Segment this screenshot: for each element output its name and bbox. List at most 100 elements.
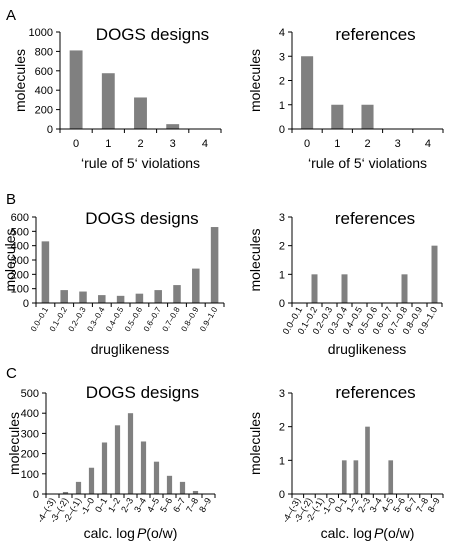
y-axis-label: molecules xyxy=(247,412,263,475)
bar-5 xyxy=(135,293,144,303)
y-tick-label: 3 xyxy=(279,51,285,63)
chart-title: DOGS designs xyxy=(96,25,209,44)
y-tick-label: 0 xyxy=(23,298,29,310)
x-tick-label: 1 xyxy=(105,138,111,150)
bar-6 xyxy=(365,426,370,494)
y-tick-label: 500 xyxy=(21,388,39,400)
y-tick-label: 200 xyxy=(21,449,39,461)
x-axis-label: druglikeness xyxy=(328,341,407,357)
y-tick-label: 300 xyxy=(11,255,29,267)
chart-title: references xyxy=(335,25,415,44)
chart-title: DOGS designs xyxy=(86,383,199,402)
bar-9 xyxy=(210,227,219,303)
y-tick-label: 3 xyxy=(279,388,285,400)
x-axis-label: druglikeness xyxy=(91,341,170,357)
panel-label-b: B xyxy=(6,191,16,208)
bar-8 xyxy=(192,268,200,303)
y-tick-label: 3 xyxy=(279,212,285,224)
bar-1 xyxy=(60,290,68,303)
bar-0 xyxy=(69,50,83,129)
y-axis-label: molecules xyxy=(247,49,263,112)
x-tick-label: 5–6 xyxy=(158,496,174,514)
chart-b-references: referencesmolecules01230.0–0.10.1–0.20.2… xyxy=(247,209,443,357)
bar-4 xyxy=(101,442,108,494)
x-tick-label: 0 xyxy=(304,138,310,150)
y-tick-label: 0 xyxy=(279,489,285,501)
x-tick-label: 0 xyxy=(73,138,79,150)
bar-2 xyxy=(75,481,82,494)
bar-3 xyxy=(98,295,106,303)
bar-7 xyxy=(401,274,408,303)
bar-7 xyxy=(173,285,181,303)
x-axis-label-suffix: (o/w) xyxy=(146,525,177,541)
x-tick-label: 1 xyxy=(334,138,340,150)
x-tick-label: 7–8 xyxy=(184,496,200,514)
bar-9 xyxy=(431,245,438,303)
bar-2 xyxy=(361,104,374,129)
x-tick-label: 3 xyxy=(170,138,176,150)
x-tick-label: 0.9–1.0 xyxy=(198,305,219,333)
x-tick-label: 4 xyxy=(425,138,431,150)
panel-label-c: C xyxy=(6,365,17,382)
bar-2 xyxy=(79,291,87,303)
x-axis-label: ‘rule of 5‘ violations xyxy=(308,155,427,171)
x-axis-label-italic: P xyxy=(137,525,147,541)
bar-3 xyxy=(166,124,180,129)
y-tick-label: 400 xyxy=(21,408,39,420)
x-tick-label: 0–1 xyxy=(93,496,109,514)
bar-3 xyxy=(341,274,348,303)
y-tick-label: 2 xyxy=(279,76,285,88)
x-tick-label: 2–3 xyxy=(119,496,135,514)
bar-0 xyxy=(41,241,50,303)
chart-c-references: referencesmolecules0123-4–(-3)-3–(-2)-2–… xyxy=(247,383,444,541)
chart-title: references xyxy=(335,383,415,402)
x-tick-label: 2 xyxy=(137,138,143,150)
y-tick-label: 4 xyxy=(279,27,285,39)
x-axis-label-suffix: (o/w) xyxy=(383,525,414,541)
bar-8 xyxy=(388,460,394,494)
x-axis-label-part: calc. log xyxy=(84,525,135,541)
y-tick-label: 800 xyxy=(35,46,53,58)
bar-8 xyxy=(153,461,160,494)
y-tick-label: 1 xyxy=(279,455,285,467)
y-tick-label: 200 xyxy=(35,105,53,117)
x-axis-label: calc. log P(o/w) xyxy=(321,525,415,541)
x-tick-label: 8–9 xyxy=(197,496,213,514)
chart-title: references xyxy=(335,209,415,228)
bar-4 xyxy=(341,460,347,494)
y-tick-label: 100 xyxy=(11,284,29,296)
x-tick-label: 3 xyxy=(395,138,401,150)
bar-10 xyxy=(179,481,186,494)
y-tick-label: 2 xyxy=(279,241,285,253)
chart-a-dogs-designs: DOGS designs molecules 0 200 400 600 800 1000 0 1… xyxy=(12,25,222,171)
y-tick-label: 400 xyxy=(35,85,53,97)
x-axis-label: ‘rule of 5‘ violations xyxy=(81,155,200,171)
x-tick-label: 6–7 xyxy=(171,496,187,514)
bar-6 xyxy=(154,290,162,303)
bar-9 xyxy=(166,475,173,494)
x-axis-label-part: calc. log xyxy=(321,525,372,541)
y-axis-label: molecules xyxy=(12,49,28,112)
y-tick-label: 300 xyxy=(21,428,39,440)
chart-b-dogs-designs: DOGS designs molecules 0 100 200 300 400 500 600… xyxy=(2,209,225,357)
y-tick-label: 2 xyxy=(279,422,285,434)
x-tick-label: 4 xyxy=(202,138,208,150)
bar-1 xyxy=(101,73,115,129)
y-axis-label: molecules xyxy=(247,228,263,291)
y-axis-label: molecules xyxy=(6,412,22,475)
y-tick-label: 0 xyxy=(279,298,285,310)
bar-3 xyxy=(88,467,95,494)
y-tick-label: 200 xyxy=(11,269,29,281)
bar-5 xyxy=(353,460,359,494)
x-axis-label-italic: P xyxy=(374,525,384,541)
bar-2 xyxy=(134,97,147,129)
x-tick-label: 3–4 xyxy=(132,496,148,514)
x-tick-label: 4–5 xyxy=(145,496,161,514)
y-tick-label: 600 xyxy=(35,66,53,78)
bar-1 xyxy=(311,274,318,303)
x-tick-label: 8–9 xyxy=(426,496,442,514)
bar-5 xyxy=(114,425,121,494)
bar-11 xyxy=(192,490,199,494)
bar-6 xyxy=(127,413,134,494)
